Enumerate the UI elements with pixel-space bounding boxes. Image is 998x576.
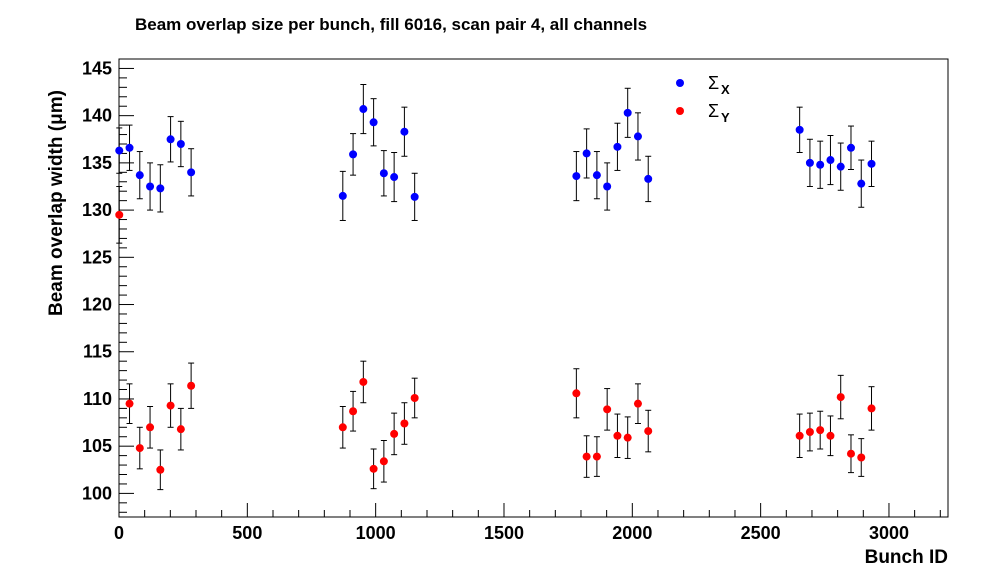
legend-label-y: Σ	[708, 101, 719, 121]
series-y-point	[826, 431, 835, 440]
legend-subscript-y: Y	[721, 110, 730, 125]
series-y-point	[146, 423, 155, 432]
legend-label-x: Σ	[708, 73, 719, 93]
x-tick-label: 1000	[356, 523, 396, 543]
series-x-point	[846, 143, 855, 152]
series-y-point	[125, 399, 134, 408]
chart-title: Beam overlap size per bunch, fill 6016, …	[135, 15, 647, 34]
series-x-point	[644, 174, 653, 183]
y-tick-label: 135	[82, 153, 112, 173]
series-y-point	[603, 405, 612, 414]
series-x-point	[369, 118, 378, 127]
series-y-point	[379, 457, 388, 466]
data-points	[115, 83, 876, 491]
series-y-point	[369, 464, 378, 473]
series-x-point	[836, 162, 845, 171]
series-x-point	[795, 125, 804, 134]
x-tick-label: 0	[114, 523, 124, 543]
series-x-point	[867, 159, 876, 168]
series-y-point	[816, 426, 825, 435]
x-tick-label: 1500	[484, 523, 524, 543]
series-x-point	[603, 182, 612, 191]
series-x-point	[146, 182, 155, 191]
series-y-point	[867, 404, 876, 413]
series-x-point	[572, 172, 581, 181]
series-x-point	[176, 139, 185, 148]
series-y-point	[359, 377, 368, 386]
series-y-point	[613, 431, 622, 440]
series-y-point	[156, 465, 165, 474]
y-tick-label: 120	[82, 295, 112, 315]
series-x-point	[805, 158, 814, 167]
y-tick-label: 125	[82, 247, 112, 267]
series-y-point	[176, 425, 185, 434]
series-y-point	[582, 452, 591, 461]
series-y-point	[166, 401, 175, 410]
series-y-point	[390, 429, 399, 438]
series-x-point	[816, 160, 825, 169]
series-x-point	[857, 179, 866, 188]
series-y-point	[857, 453, 866, 462]
series-x-point	[582, 149, 591, 158]
series-y-point	[633, 399, 642, 408]
legend-marker-x	[676, 79, 684, 87]
series-y-point	[592, 452, 601, 461]
y-tick-label: 130	[82, 200, 112, 220]
series-x-point	[592, 171, 601, 180]
series-x-point	[410, 192, 419, 201]
series-y-point	[836, 393, 845, 402]
series-y-point	[115, 210, 124, 219]
series-y-point	[805, 428, 814, 437]
series-y-point	[410, 394, 419, 403]
x-tick-label: 3000	[869, 523, 909, 543]
series-x-point	[156, 184, 165, 193]
series-x-point	[390, 173, 399, 182]
y-tick-label: 140	[82, 106, 112, 126]
series-x-point	[633, 132, 642, 141]
y-tick-label: 110	[83, 389, 112, 409]
series-x-point	[115, 146, 124, 155]
x-axis: 0 500 1000 1500 2000 2500 3000	[114, 503, 941, 543]
series-y-point	[795, 431, 804, 440]
y-tick-label: 115	[83, 342, 112, 362]
x-tick-label: 500	[232, 523, 262, 543]
legend-marker-y	[676, 107, 684, 115]
plot-frame	[118, 58, 949, 518]
series-y-point	[846, 449, 855, 458]
series-x-point	[826, 156, 835, 165]
y-axis-label: Beam overlap width (μm)	[46, 90, 67, 316]
x-tick-label: 2500	[741, 523, 781, 543]
series-y-point	[135, 444, 144, 453]
series-x-point	[187, 168, 196, 177]
series-x-point	[338, 191, 347, 200]
series-y-point	[187, 381, 196, 390]
series-x-point	[349, 150, 358, 159]
y-axis: 100 105 110 115 120 125 130 135 140 145	[82, 58, 134, 513]
legend: Σ XΣ Y	[676, 73, 730, 125]
x-axis-label: Bunch ID	[865, 547, 948, 568]
y-tick-label: 100	[82, 483, 112, 503]
series-y-point	[572, 389, 581, 398]
series-y-point	[338, 423, 347, 432]
legend-subscript-x: X	[721, 82, 730, 97]
series-y-point	[623, 433, 632, 442]
series-x-point	[359, 105, 368, 114]
series-y-point	[349, 407, 358, 416]
series-y-point	[644, 427, 653, 436]
x-tick-label: 2000	[612, 523, 652, 543]
series-x-point	[379, 169, 388, 178]
series-x-point	[135, 171, 144, 180]
series-x-point	[125, 143, 134, 152]
series-y-point	[400, 419, 409, 428]
series-x-point	[613, 142, 622, 151]
y-tick-label: 145	[82, 58, 112, 78]
series-x-point	[400, 127, 409, 136]
series-x-point	[166, 135, 175, 144]
series-x-point	[623, 108, 632, 117]
y-tick-label: 105	[82, 436, 112, 456]
